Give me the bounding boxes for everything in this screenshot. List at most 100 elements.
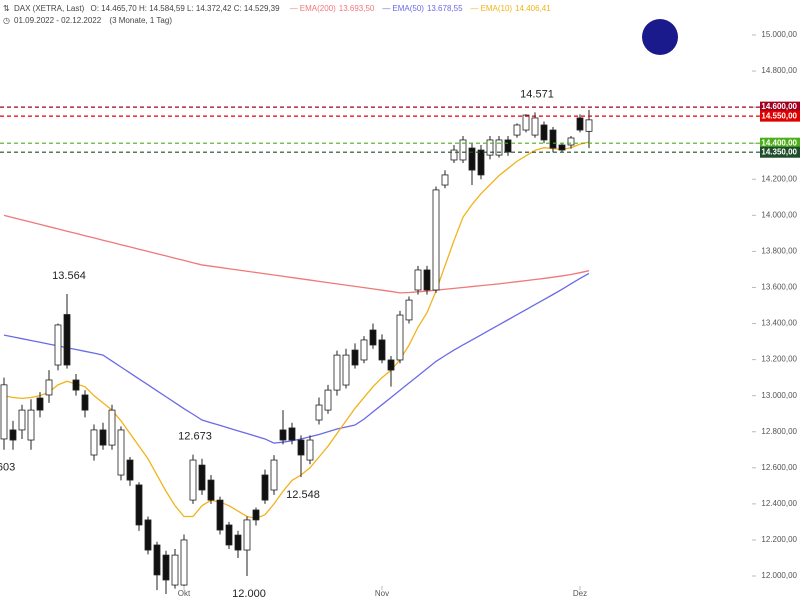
y-tick-label: 13.200,00 <box>761 355 797 364</box>
x-tick-label: Okt <box>178 589 191 598</box>
candle-body <box>432 189 440 291</box>
y-tick-label: 13.000,00 <box>761 391 797 400</box>
candle-body <box>171 554 179 586</box>
period: (3 Monate, 1 Tag) <box>109 16 172 25</box>
candle-body <box>90 429 98 456</box>
y-tick-label: 12.800,00 <box>761 427 797 436</box>
candle-body <box>198 464 206 491</box>
candle-body <box>180 539 188 586</box>
candle-body <box>252 509 260 521</box>
candle-body <box>261 474 269 501</box>
candle-body <box>405 299 413 321</box>
x-tick-label: Nov <box>375 589 389 598</box>
legend-name: EMA(200) <box>300 4 336 13</box>
icon: ◷ <box>3 16 10 25</box>
candle-body <box>153 544 161 576</box>
candle-body <box>45 379 53 396</box>
candle-body <box>72 379 80 391</box>
price-annotation: 14.571 <box>520 88 554 100</box>
candle-body <box>495 139 503 156</box>
y-tick-label: 14.200,00 <box>761 174 797 183</box>
candle-body <box>558 144 566 151</box>
candle-body <box>333 354 341 391</box>
candle-body <box>513 124 521 136</box>
candle-body <box>459 139 467 161</box>
legend-value: 13.693,50 <box>339 4 375 13</box>
price-annotation: 603 <box>0 462 15 474</box>
instrument: DAX (XETRA, Last) <box>14 4 85 13</box>
price-annotation: 12.000 <box>232 588 266 600</box>
candle-body <box>279 429 287 441</box>
candle-body <box>522 114 530 131</box>
candle-body <box>549 129 557 149</box>
candle-body <box>396 314 404 361</box>
candle-body <box>297 439 305 456</box>
candle-body <box>243 519 251 551</box>
candle-body <box>585 119 593 132</box>
legend-name: EMA(10) <box>481 4 513 13</box>
candle-body <box>351 349 359 366</box>
header-line: DAX (XETRA, Last) O: 14.465,70 H: 14.584… <box>14 4 551 13</box>
price-annotation: 13.564 <box>52 270 86 282</box>
candle-body <box>36 397 44 411</box>
candle-body <box>162 554 170 581</box>
candle-body <box>378 339 386 361</box>
legend-name: EMA(50) <box>392 4 424 13</box>
level-label-box <box>760 110 800 122</box>
candle-body <box>576 117 584 131</box>
level-label: 14.350,00 <box>761 147 797 156</box>
candle-body <box>324 389 332 411</box>
y-tick-label: 12.200,00 <box>761 535 797 544</box>
y-tick-label: 15.000,00 <box>761 30 797 39</box>
x-tick-label: Dez <box>573 589 587 598</box>
candle-body <box>387 359 395 371</box>
y-tick-label: 12.400,00 <box>761 499 797 508</box>
candle-body <box>216 499 224 531</box>
candle-body <box>135 484 143 526</box>
candle-body <box>207 479 215 501</box>
candle-body <box>450 149 458 161</box>
ema-line <box>3 141 590 519</box>
candle-body <box>441 174 449 186</box>
candle-body <box>27 409 35 441</box>
candle-body <box>117 429 125 476</box>
level-label-box <box>760 101 800 113</box>
candle-body <box>189 459 197 501</box>
candle-body <box>225 524 233 546</box>
y-tick-label: 14.000,00 <box>761 210 797 219</box>
candle-body <box>234 534 242 551</box>
ohlc: O: 14.465,70 H: 14.584,59 L: 14.372,42 C… <box>90 4 280 13</box>
candle-body <box>63 314 71 366</box>
legend-value: 13.678,55 <box>427 4 463 13</box>
candle-body <box>144 519 152 551</box>
level-label: 14.400,00 <box>761 138 797 147</box>
candle-body <box>9 429 17 441</box>
date-line: 01.09.2022 - 02.12.2022 (3 Monate, 1 Tag… <box>14 16 172 25</box>
y-tick-label: 12.600,00 <box>761 463 797 472</box>
y-tick-label: 13.800,00 <box>761 247 797 256</box>
level-label: 14.550,00 <box>761 111 797 120</box>
y-tick-label: 14.800,00 <box>761 66 797 75</box>
candle-body <box>540 124 548 141</box>
candle-body <box>360 339 368 361</box>
level-label: 14.600,00 <box>761 102 797 111</box>
candle-body <box>504 139 512 153</box>
price-annotation: 12.548 <box>286 489 320 501</box>
candle-body <box>54 324 62 366</box>
candle-body <box>369 329 377 346</box>
ema-line <box>3 272 590 444</box>
candle-body <box>126 459 134 481</box>
candle-body <box>18 409 26 431</box>
level-label-box <box>760 137 800 149</box>
candle-body <box>477 149 485 176</box>
ema-line <box>3 214 590 294</box>
candle-body <box>486 139 494 156</box>
y-tick-label: 12.000,00 <box>761 571 797 580</box>
candle-body <box>270 459 278 491</box>
candle-body <box>423 269 431 291</box>
legend-swatch: — <box>471 4 479 13</box>
candle-body <box>531 117 539 136</box>
candle-body <box>414 269 422 291</box>
